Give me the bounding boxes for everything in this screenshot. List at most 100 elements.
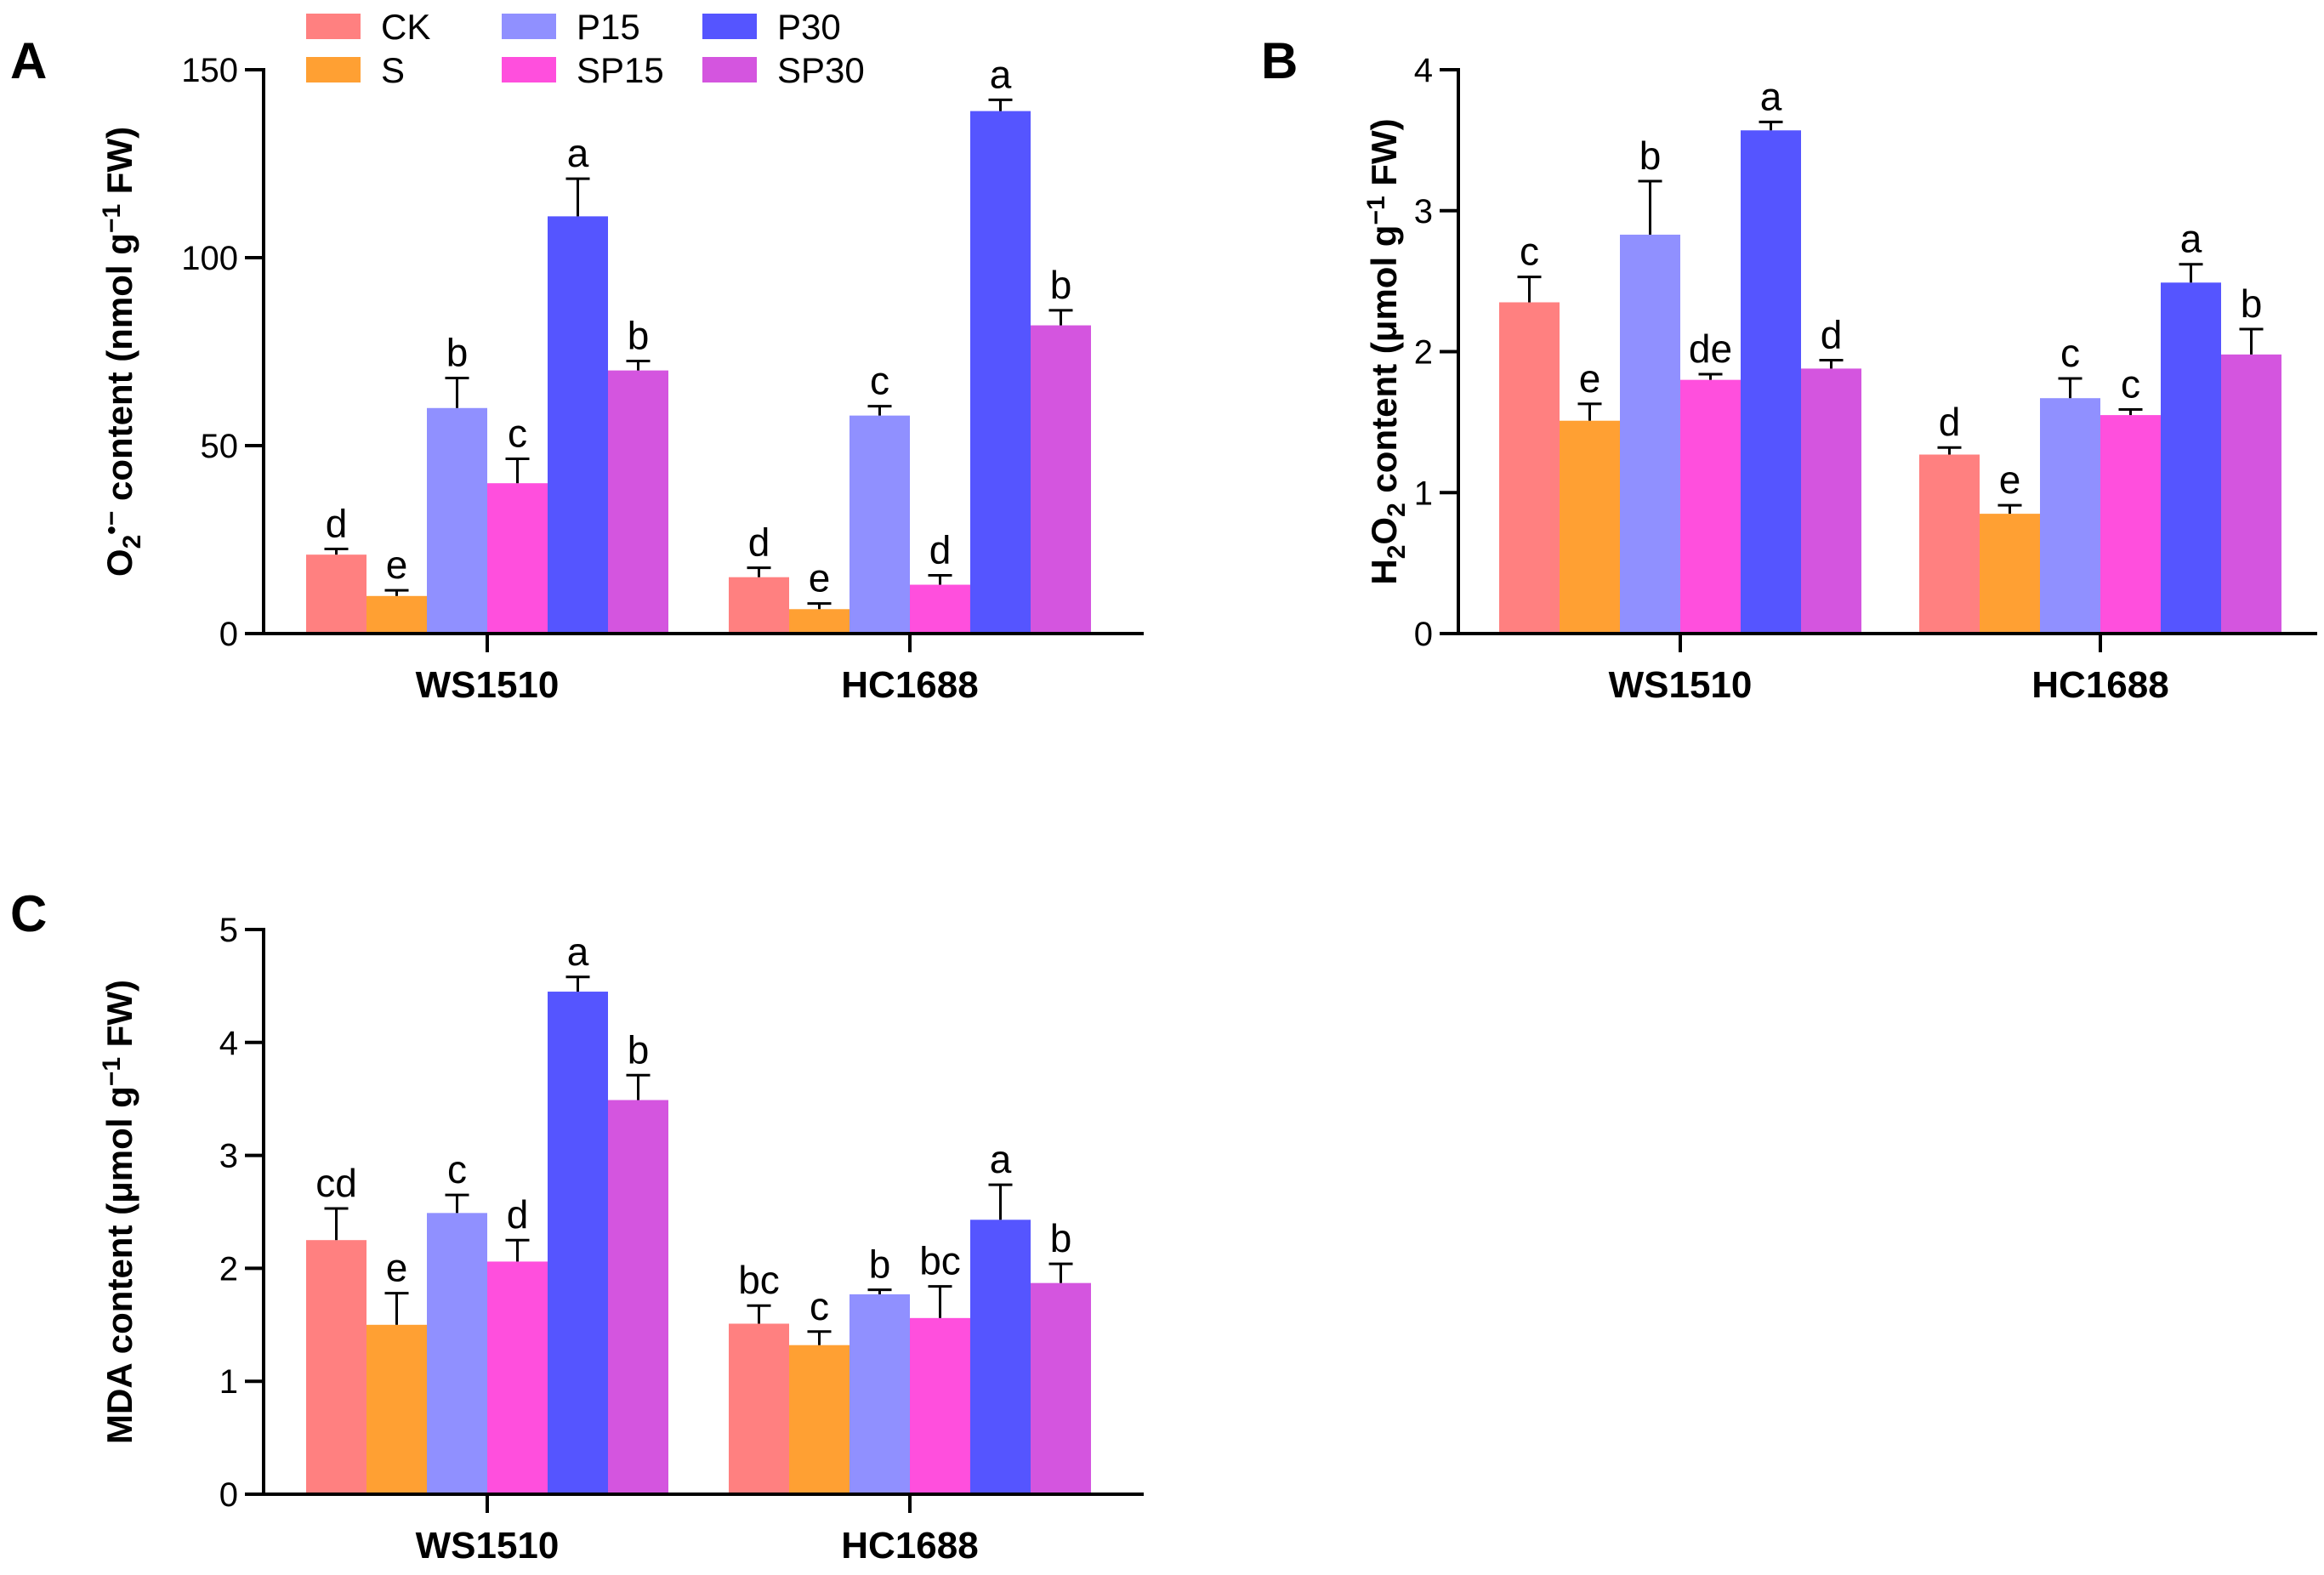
- y-tick-label: 4: [219, 1025, 238, 1062]
- bar-s-ws1510: [1560, 420, 1620, 634]
- bar-sp30-hc1688: [1031, 1282, 1091, 1494]
- bar-ck-hc1688: [729, 1323, 789, 1494]
- x-tick-label: HC1688: [2031, 664, 2168, 706]
- y-tick-label: 4: [1414, 52, 1433, 89]
- bar-s-hc1688: [789, 609, 849, 634]
- significance-letter: c: [2060, 331, 2080, 375]
- bar-sp30-ws1510: [608, 370, 668, 634]
- bar-s-hc1688: [789, 1345, 849, 1494]
- significance-letter: c: [870, 359, 889, 403]
- significance-letter: bc: [738, 1258, 780, 1302]
- legend-swatch-p30: [702, 14, 757, 39]
- significance-letter: de: [1689, 327, 1732, 371]
- legend-swatch-sp30: [702, 57, 757, 82]
- panel-label: B: [1261, 32, 1298, 89]
- significance-letter: c: [810, 1284, 829, 1328]
- y-tick-label: 2: [1414, 334, 1433, 372]
- bar-sp30-hc1688: [1031, 325, 1091, 634]
- significance-letter: b: [446, 330, 469, 374]
- legend-swatch-sp15: [502, 57, 556, 82]
- x-tick-label: WS1510: [1609, 664, 1753, 706]
- y-tick-label: 100: [181, 240, 238, 277]
- y-tick-label: 0: [219, 616, 238, 653]
- significance-letter: a: [567, 131, 589, 175]
- significance-letter: b: [869, 1242, 891, 1287]
- bar-sp30-ws1510: [608, 1100, 668, 1494]
- bar-p30-ws1510: [548, 216, 608, 634]
- bar-ck-ws1510: [1499, 302, 1560, 634]
- bar-p15-hc1688: [849, 1294, 910, 1494]
- significance-letter: e: [386, 543, 408, 587]
- y-tick-label: 3: [219, 1138, 238, 1175]
- y-tick-label: 0: [219, 1476, 238, 1514]
- legend-swatch-p15: [502, 14, 556, 39]
- significance-letter: b: [628, 314, 650, 358]
- legend-label-s: S: [381, 50, 405, 90]
- significance-letter: e: [809, 556, 831, 600]
- y-tick-label: 5: [219, 912, 238, 949]
- significance-letter: b: [2241, 281, 2263, 326]
- significance-letter: a: [567, 930, 589, 974]
- panel-label: C: [10, 885, 47, 942]
- significance-letter: d: [929, 527, 952, 571]
- significance-letter: d: [326, 502, 348, 546]
- significance-letter: d: [748, 520, 770, 565]
- legend-swatch-ck: [306, 14, 361, 39]
- bar-ck-hc1688: [1919, 454, 1980, 634]
- bar-p15-ws1510: [1620, 234, 1680, 634]
- significance-letter: d: [507, 1192, 529, 1237]
- y-axis-label: MDA content (μmol g−1 FW): [98, 980, 139, 1444]
- bar-p30-hc1688: [970, 1220, 1031, 1494]
- bar-sp15-ws1510: [1680, 379, 1741, 634]
- bar-ck-ws1510: [306, 554, 366, 634]
- significance-letter: b: [628, 1027, 650, 1072]
- y-axis-label: H2O2 content (μmol g−1 FW): [1362, 118, 1411, 584]
- bar-sp30-hc1688: [2221, 354, 2281, 634]
- significance-letter: bc: [919, 1239, 961, 1283]
- y-axis-label: O2•− content (nmol g−1 FW): [98, 127, 146, 577]
- bar-sp30-ws1510: [1801, 368, 1861, 634]
- bar-s-hc1688: [1980, 514, 2040, 634]
- significance-letter: e: [1999, 458, 2021, 502]
- significance-letter: a: [990, 52, 1012, 96]
- significance-letter: a: [990, 1137, 1012, 1181]
- y-tick-label: 3: [1414, 193, 1433, 230]
- significance-letter: c: [508, 411, 527, 455]
- y-tick-label: 0: [1414, 616, 1433, 653]
- legend-label-sp30: SP30: [777, 50, 865, 90]
- significance-letter: b: [1050, 263, 1072, 307]
- bar-s-ws1510: [366, 595, 427, 634]
- y-tick-label: 50: [201, 428, 239, 465]
- bar-p15-hc1688: [2040, 398, 2100, 634]
- x-tick-label: WS1510: [416, 1525, 560, 1566]
- significance-letter: b: [1639, 134, 1662, 178]
- significance-letter: d: [1821, 312, 1843, 356]
- legend-swatch-s: [306, 57, 361, 82]
- y-tick-label: 150: [181, 52, 238, 89]
- significance-letter: c: [2121, 361, 2140, 406]
- significance-letter: cd: [315, 1161, 357, 1205]
- bar-s-ws1510: [366, 1324, 427, 1494]
- significance-letter: c: [1520, 230, 1539, 274]
- bar-p15-hc1688: [849, 415, 910, 634]
- x-tick-label: WS1510: [416, 664, 560, 706]
- bar-sp15-ws1510: [487, 483, 548, 634]
- y-tick-label: 2: [219, 1250, 238, 1288]
- bar-ck-hc1688: [729, 577, 789, 634]
- significance-letter: b: [1050, 1216, 1072, 1260]
- x-tick-label: HC1688: [841, 1525, 978, 1566]
- bar-sp15-hc1688: [2100, 415, 2161, 634]
- bar-p15-ws1510: [427, 407, 487, 634]
- significance-letter: c: [447, 1147, 467, 1191]
- bar-sp15-hc1688: [910, 1317, 970, 1494]
- bar-p30-hc1688: [2161, 282, 2221, 634]
- bar-p15-ws1510: [427, 1213, 487, 1494]
- panel-label: A: [10, 32, 47, 89]
- bar-p30-ws1510: [548, 992, 608, 1494]
- bar-sp15-hc1688: [910, 584, 970, 634]
- significance-letter: a: [2180, 217, 2202, 261]
- y-tick-label: 1: [219, 1363, 238, 1401]
